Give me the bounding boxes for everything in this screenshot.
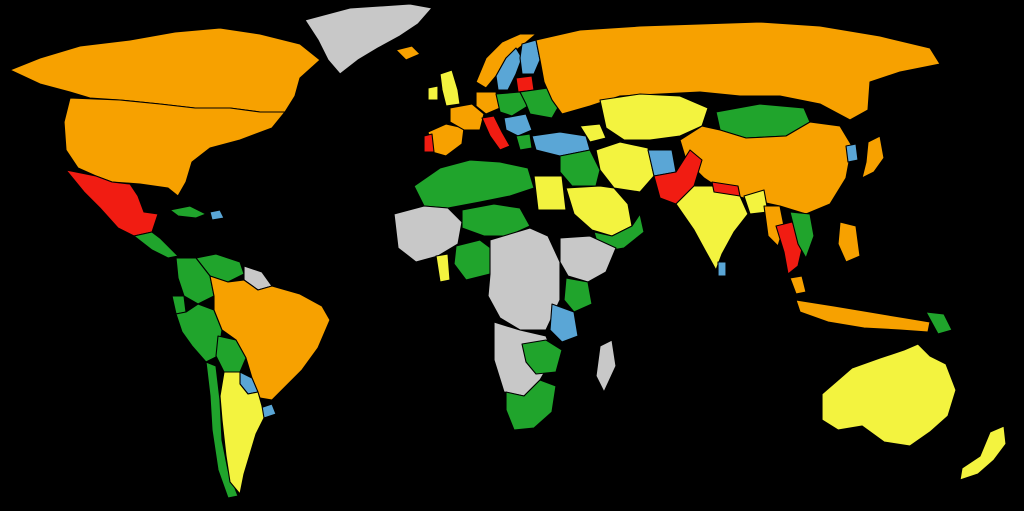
region-kenya [563, 277, 593, 313]
region-france [449, 103, 485, 131]
region-baltics [515, 75, 535, 93]
region-papua-new-guinea [925, 311, 953, 335]
region-caribbean-islands [209, 209, 225, 221]
region-uk [439, 69, 461, 107]
region-korea [845, 143, 859, 163]
region-indochina [789, 211, 815, 259]
region-philippines [837, 221, 861, 263]
region-iran [595, 141, 655, 193]
region-caucasus [579, 123, 607, 143]
region-russia [535, 21, 941, 121]
region-south-africa [505, 379, 557, 431]
region-central-africa [487, 227, 561, 331]
region-india [675, 185, 749, 271]
region-sri-lanka [717, 261, 727, 277]
region-cuba [169, 205, 207, 219]
region-zambia-zimbabwe [521, 339, 563, 375]
region-malaysia [789, 275, 807, 295]
region-horn-of-africa [559, 235, 617, 283]
region-iceland [395, 45, 421, 61]
region-nepal [711, 181, 741, 197]
region-brazil [209, 275, 331, 401]
region-usa [63, 97, 286, 197]
region-greenland [304, 3, 433, 75]
region-tanzania [549, 303, 579, 343]
region-madagascar [595, 339, 617, 393]
region-greece [515, 133, 533, 151]
region-central-europe [495, 91, 529, 117]
region-pakistan [653, 149, 703, 205]
region-mexico [65, 169, 159, 237]
region-italy [481, 115, 511, 151]
region-australia [821, 343, 957, 447]
region-ghana [435, 253, 451, 283]
region-germany [475, 91, 501, 115]
region-norway [475, 33, 537, 89]
region-egypt [533, 175, 567, 211]
region-indonesia [795, 299, 931, 333]
region-chile [205, 361, 239, 499]
region-central-america [133, 231, 179, 259]
region-balkans [503, 113, 533, 137]
region-colombia [175, 257, 215, 305]
region-portugal [423, 133, 435, 153]
region-west-africa [393, 205, 463, 263]
region-kazakhstan-central-asia [599, 93, 709, 141]
region-japan [861, 135, 885, 179]
region-new-zealand [959, 425, 1007, 481]
region-sweden [495, 47, 523, 91]
region-argentina [219, 371, 265, 495]
region-ireland [427, 85, 439, 101]
